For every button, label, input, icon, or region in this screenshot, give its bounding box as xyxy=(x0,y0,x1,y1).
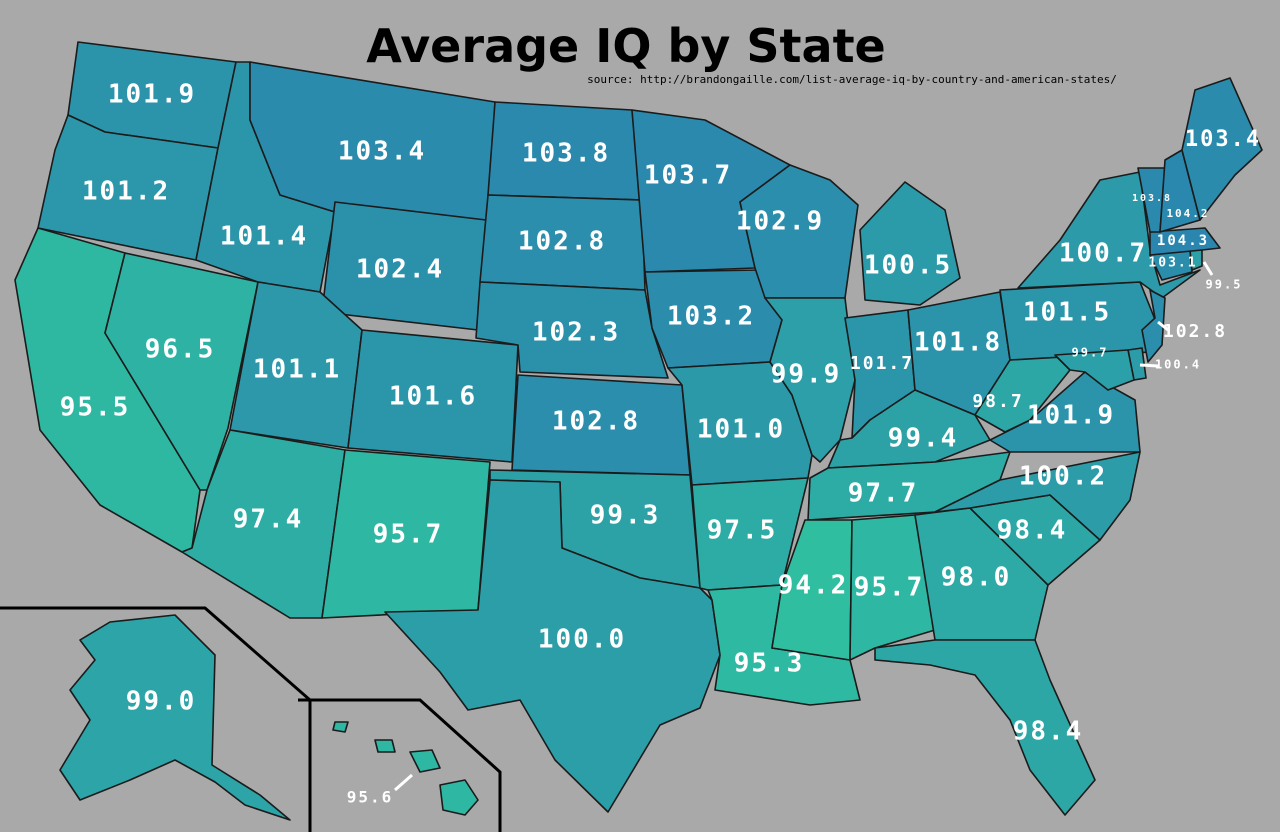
state-value-PA: 101.5 xyxy=(1023,298,1111,328)
state-value-IA: 103.2 xyxy=(667,302,755,332)
state-value-KS: 102.8 xyxy=(552,407,640,437)
state-value-ME: 103.4 xyxy=(1185,127,1261,152)
state-value-HI: 95.6 xyxy=(347,788,394,807)
state-value-OH: 101.8 xyxy=(914,328,1002,358)
state-value-MS: 94.2 xyxy=(778,571,849,601)
leader-RI xyxy=(1202,261,1214,276)
state-value-MN: 103.7 xyxy=(644,161,732,191)
state-WI xyxy=(739,164,859,299)
state-value-NH: 104.2 xyxy=(1166,207,1209,220)
state-value-WI: 102.9 xyxy=(736,207,824,237)
state-value-NE: 102.3 xyxy=(532,318,620,348)
leader-HI xyxy=(394,773,413,792)
state-value-MO: 101.0 xyxy=(697,415,785,445)
state-value-VT: 103.8 xyxy=(1132,193,1172,204)
state-value-SD: 102.8 xyxy=(518,227,606,257)
state-value-MD: 99.7 xyxy=(1072,346,1109,360)
state-value-CO: 101.6 xyxy=(389,382,477,412)
state-value-WV: 98.7 xyxy=(972,391,1023,412)
state-AK xyxy=(59,614,291,821)
alaska-inset-frame xyxy=(0,606,312,832)
state-value-RI: 99.5 xyxy=(1206,278,1243,292)
state-value-VA: 101.9 xyxy=(1027,401,1115,431)
state-value-IL: 99.9 xyxy=(771,360,842,390)
state-value-WA: 101.9 xyxy=(108,80,196,110)
state-MS xyxy=(771,519,853,661)
state-value-LA: 95.3 xyxy=(734,649,805,679)
state-value-AK: 99.0 xyxy=(126,687,197,717)
state-value-KY: 99.4 xyxy=(888,424,959,454)
state-TX xyxy=(384,479,721,813)
state-value-MT: 103.4 xyxy=(338,137,426,167)
state-value-NJ: 102.8 xyxy=(1163,321,1227,342)
state-value-AZ: 97.4 xyxy=(233,505,304,535)
leader-DE xyxy=(1139,363,1159,368)
state-value-AR: 97.5 xyxy=(707,516,778,546)
state-value-TN: 97.7 xyxy=(848,479,919,509)
state-MD xyxy=(1054,349,1135,391)
state-NE xyxy=(475,281,669,379)
hawaii-inset-frame xyxy=(298,698,502,832)
state-value-OR: 101.2 xyxy=(82,177,170,207)
state-NJ xyxy=(1141,289,1166,363)
state-NC xyxy=(934,451,1141,541)
state-MI xyxy=(859,181,961,306)
state-value-DE: 100.4 xyxy=(1155,358,1201,372)
state-value-OK: 99.3 xyxy=(590,501,661,531)
state-value-AL: 95.7 xyxy=(854,573,925,603)
state-AL xyxy=(849,514,936,661)
map-source: source: http://brandongaille.com/list-av… xyxy=(587,73,1117,86)
state-value-NV: 96.5 xyxy=(145,335,216,365)
state-value-GA: 98.0 xyxy=(941,563,1012,593)
leader-NJ xyxy=(1157,320,1169,332)
state-value-ID: 101.4 xyxy=(220,222,308,252)
state-FL xyxy=(874,639,1096,816)
state-value-TX: 100.0 xyxy=(538,625,626,655)
state-value-WY: 102.4 xyxy=(356,255,444,285)
state-value-MI: 100.5 xyxy=(864,251,952,281)
state-value-NY: 100.7 xyxy=(1059,239,1147,269)
state-value-MA: 104.3 xyxy=(1157,233,1209,249)
state-value-CA: 95.5 xyxy=(60,393,131,423)
state-MA xyxy=(1149,227,1221,256)
state-value-NC: 100.2 xyxy=(1019,462,1107,492)
state-value-CT: 103.1 xyxy=(1148,256,1197,271)
state-value-UT: 101.1 xyxy=(253,355,341,385)
state-value-FL: 98.4 xyxy=(1013,717,1084,747)
state-HI xyxy=(332,721,479,816)
state-value-NM: 95.7 xyxy=(373,520,444,550)
state-value-SC: 98.4 xyxy=(997,516,1068,546)
map-title: Average IQ by State xyxy=(366,19,886,73)
state-value-IN: 101.7 xyxy=(850,353,914,374)
state-ME xyxy=(1181,77,1263,221)
state-value-ND: 103.8 xyxy=(522,139,610,169)
